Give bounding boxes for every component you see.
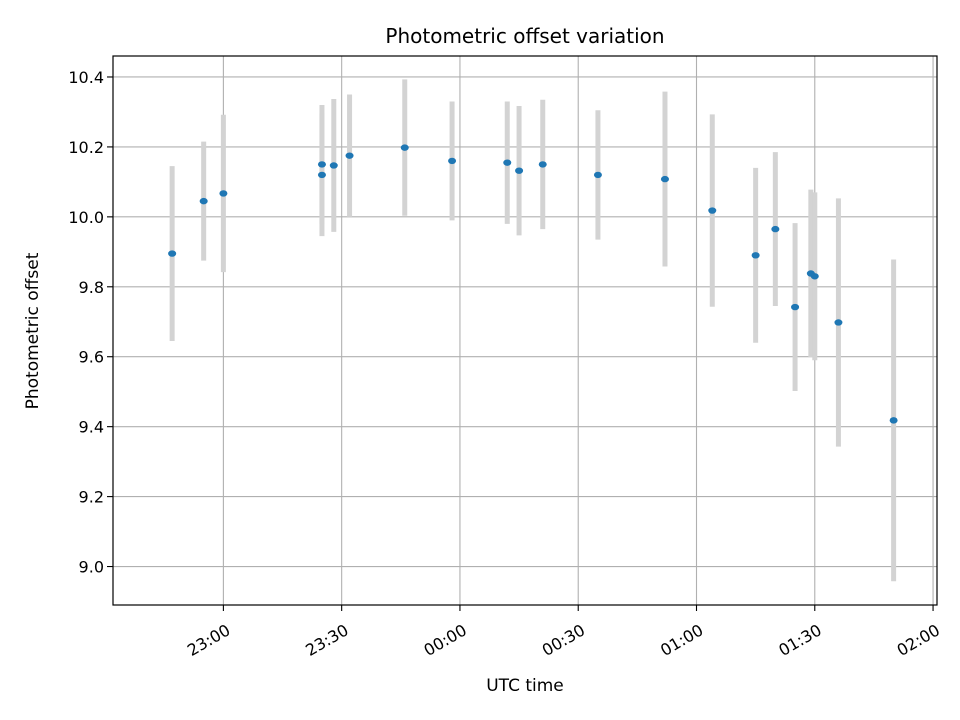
data-point xyxy=(538,161,547,168)
data-point xyxy=(751,252,760,259)
data-point xyxy=(345,152,354,159)
y-tick-label: 9.6 xyxy=(79,348,104,367)
grid xyxy=(113,56,937,605)
chart-title: Photometric offset variation xyxy=(385,24,664,48)
y-tick-label: 10.4 xyxy=(68,68,104,87)
data-point xyxy=(660,175,669,183)
data-point xyxy=(791,303,800,311)
data-point xyxy=(834,319,843,326)
y-tick-label: 10.2 xyxy=(68,138,104,157)
data-point xyxy=(317,161,326,168)
data-point xyxy=(503,159,512,166)
y-tick-label: 9.8 xyxy=(79,278,104,297)
y-axis: 9.0 9.2 9.4 9.6 9.8 10.0 10.2 10.4 xyxy=(68,68,113,577)
data-point xyxy=(317,171,326,179)
data-point xyxy=(219,190,228,197)
data-point xyxy=(329,162,338,169)
y-tick-label: 9.4 xyxy=(79,418,104,437)
data-point xyxy=(199,197,208,205)
x-axis-label: UTC time xyxy=(486,676,564,696)
data-points xyxy=(168,144,898,424)
data-point xyxy=(168,250,177,257)
data-point xyxy=(889,417,898,424)
plot-frame xyxy=(112,55,938,606)
data-point xyxy=(593,171,602,179)
y-tick-label: 9.0 xyxy=(79,558,104,577)
data-point xyxy=(771,225,780,233)
y-tick-label: 9.2 xyxy=(79,488,104,507)
data-point xyxy=(810,273,819,280)
y-tick-label: 10.0 xyxy=(68,208,104,227)
y-axis-label: Photometric offset xyxy=(23,252,43,409)
data-point xyxy=(708,207,717,214)
data-point xyxy=(400,144,409,151)
data-point xyxy=(515,167,524,174)
data-point xyxy=(448,157,457,165)
